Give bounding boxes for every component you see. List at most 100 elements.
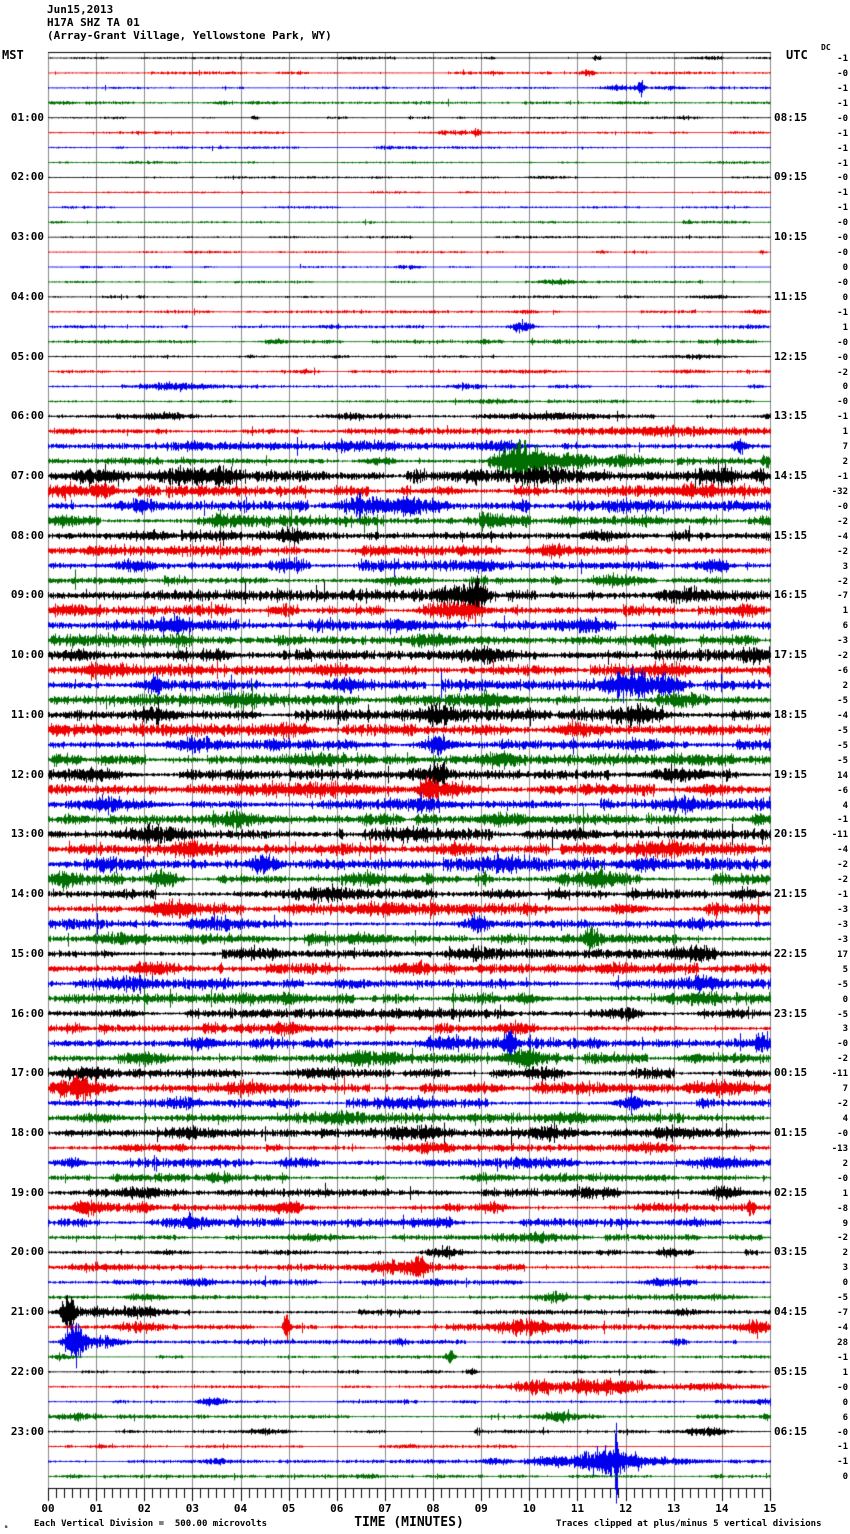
dc-value: 0 bbox=[842, 263, 848, 274]
utc-time-label: 14:15 bbox=[774, 469, 808, 483]
mst-time-label: 10:00 bbox=[10, 648, 44, 662]
utc-time-label: 08:15 bbox=[774, 110, 808, 124]
utc-time-label: 00:15 bbox=[774, 1066, 808, 1080]
logo-mark: ₘ bbox=[4, 1522, 9, 1530]
dc-value: 6 bbox=[842, 1412, 848, 1423]
dc-value: 0 bbox=[842, 1278, 848, 1289]
dc-value: -3 bbox=[837, 636, 848, 647]
dc-value: -1 bbox=[837, 1457, 848, 1468]
dc-column-header: DC bbox=[821, 43, 831, 52]
dc-value: 1 bbox=[842, 606, 848, 617]
dc-value: 0 bbox=[842, 1472, 848, 1483]
dc-value: -1 bbox=[837, 307, 848, 318]
dc-value: 1 bbox=[842, 427, 848, 438]
utc-time-label: 02:15 bbox=[774, 1185, 808, 1199]
mst-time-label: 19:00 bbox=[10, 1185, 44, 1199]
utc-time-label: 21:15 bbox=[774, 887, 808, 901]
mst-time-label: 05:00 bbox=[10, 349, 44, 363]
x-tick-label: 12 bbox=[618, 1502, 633, 1515]
dc-value: -1 bbox=[837, 83, 848, 94]
right-axis-label: UTC bbox=[786, 48, 808, 62]
utc-time-label: 15:15 bbox=[774, 528, 808, 542]
x-tick-label: 13 bbox=[667, 1502, 681, 1515]
utc-time-label: 01:15 bbox=[774, 1125, 808, 1139]
mst-time-label: 08:00 bbox=[10, 528, 44, 542]
mst-time-label: 04:00 bbox=[10, 289, 44, 303]
dc-value: 0 bbox=[842, 1397, 848, 1408]
dc-value: -4 bbox=[837, 1323, 848, 1334]
mst-time-label: 15:00 bbox=[10, 946, 44, 960]
utc-time-label: 11:15 bbox=[774, 289, 808, 303]
x-tick-label: 02 bbox=[137, 1502, 151, 1515]
dc-value: 2 bbox=[842, 1158, 848, 1169]
dc-value: -2 bbox=[837, 1233, 848, 1244]
dc-value: -5 bbox=[837, 755, 848, 766]
utc-time-label: 09:15 bbox=[774, 170, 808, 184]
mst-time-label: 14:00 bbox=[10, 887, 44, 901]
x-tick-label: 04 bbox=[233, 1502, 248, 1515]
dc-value: -1 bbox=[837, 815, 848, 826]
header-location: (Array-Grant Village, Yellowstone Park, … bbox=[47, 29, 332, 42]
dc-value: 4 bbox=[842, 1114, 848, 1125]
dc-value: -5 bbox=[837, 740, 848, 751]
dc-value: 7 bbox=[842, 442, 848, 453]
utc-time-label: 22:15 bbox=[774, 946, 808, 960]
dc-value: -6 bbox=[837, 785, 848, 796]
dc-value: -0 bbox=[837, 397, 848, 408]
dc-value: -0 bbox=[837, 173, 848, 184]
left-axis-label: MST bbox=[2, 48, 24, 62]
utc-time-label: 13:15 bbox=[774, 409, 808, 423]
dc-value: -2 bbox=[837, 546, 848, 557]
dc-value: -2 bbox=[837, 1054, 848, 1065]
dc-value: -3 bbox=[837, 919, 848, 930]
mst-time-label: 20:00 bbox=[10, 1245, 44, 1259]
x-tick-label: 07 bbox=[378, 1502, 392, 1515]
mst-time-label: 22:00 bbox=[10, 1364, 44, 1378]
dc-value: 28 bbox=[837, 1337, 848, 1348]
mst-time-label: 13:00 bbox=[10, 827, 44, 841]
dc-value: -0 bbox=[837, 277, 848, 288]
mst-time-label: 18:00 bbox=[10, 1125, 44, 1139]
mst-time-label: 03:00 bbox=[10, 230, 44, 244]
dc-value: -0 bbox=[837, 352, 848, 363]
utc-time-label: 16:15 bbox=[774, 588, 808, 602]
dc-value: -1 bbox=[837, 158, 848, 169]
utc-time-label: 19:15 bbox=[774, 767, 808, 781]
dc-value: -8 bbox=[837, 1203, 848, 1214]
dc-value: -1 bbox=[837, 1352, 848, 1363]
mst-time-label: 09:00 bbox=[10, 588, 44, 602]
clip-note: Traces clipped at plus/minus 5 vertical … bbox=[556, 1519, 822, 1529]
dc-value: -2 bbox=[837, 516, 848, 527]
dc-value: -11 bbox=[831, 1069, 848, 1080]
dc-value: -0 bbox=[837, 233, 848, 244]
dc-value: 2 bbox=[842, 457, 848, 468]
dc-value: 0 bbox=[842, 994, 848, 1005]
dc-value: -2 bbox=[837, 367, 848, 378]
x-tick-label: 09 bbox=[474, 1502, 488, 1515]
dc-value: 3 bbox=[842, 1263, 848, 1274]
dc-value: -1 bbox=[837, 54, 848, 64]
utc-time-label: 05:15 bbox=[774, 1364, 808, 1378]
x-tick-label: 00 bbox=[41, 1502, 55, 1515]
mst-time-label: 06:00 bbox=[10, 409, 44, 423]
dc-value: 2 bbox=[842, 681, 848, 692]
dc-value: -7 bbox=[837, 1308, 848, 1319]
dc-value: -6 bbox=[837, 666, 848, 677]
utc-time-label: 03:15 bbox=[774, 1245, 808, 1259]
x-tick-label: 06 bbox=[330, 1502, 344, 1515]
mst-time-label: 23:00 bbox=[10, 1424, 44, 1438]
dc-value: -0 bbox=[837, 68, 848, 79]
dc-value: -5 bbox=[837, 1009, 848, 1020]
dc-value: -4 bbox=[837, 845, 848, 856]
dc-value: -5 bbox=[837, 1293, 848, 1304]
x-tick-label: 08 bbox=[426, 1502, 440, 1515]
dc-value: -5 bbox=[837, 979, 848, 990]
dc-value: 1 bbox=[842, 1188, 848, 1199]
dc-value: -32 bbox=[831, 486, 848, 497]
dc-value: 1 bbox=[842, 1367, 848, 1378]
mst-time-label: 12:00 bbox=[10, 767, 44, 781]
dc-value: -0 bbox=[837, 337, 848, 348]
dc-value: -7 bbox=[837, 591, 848, 602]
